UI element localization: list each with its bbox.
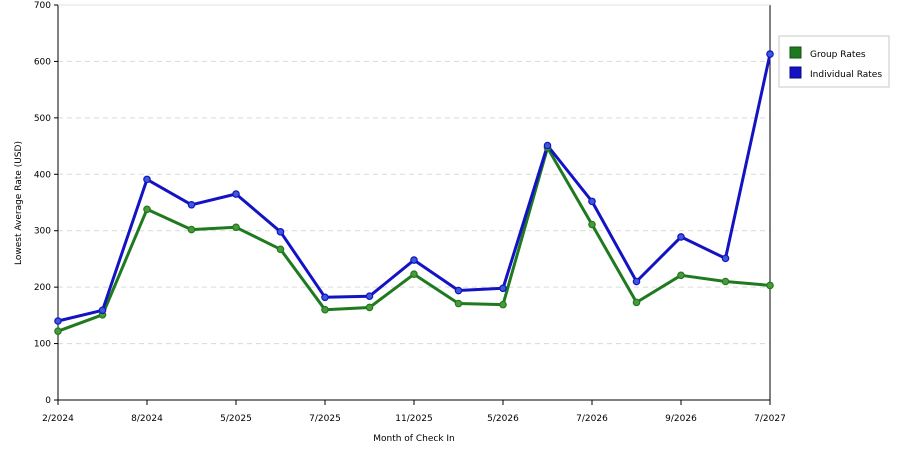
data-point-individual-rates-9: [454, 286, 463, 295]
series-line-individual-rates: [56, 52, 772, 323]
data-point-group-rates-13: [632, 298, 641, 307]
data-point-individual-rates-13: [632, 277, 641, 286]
data-point-group-rates-12: [588, 220, 596, 229]
data-point-group-rates-6: [321, 305, 329, 314]
x-tick-label-7: 9/2026: [665, 414, 697, 424]
y-tick-label-400: 400: [34, 170, 51, 180]
data-point-group-rates-10: [499, 300, 507, 309]
x-tick-label-1: 8/2024: [131, 414, 163, 424]
data-point-individual-rates-10: [499, 284, 507, 293]
data-point-group-rates-4: [232, 223, 240, 232]
y-axis-title: Lowest Average Rate (USD): [14, 141, 24, 265]
data-point-individual-rates-15: [721, 254, 730, 263]
data-point-group-rates-14: [677, 271, 685, 280]
data-point-individual-rates-7: [365, 292, 374, 300]
series-line-group-rates: [56, 146, 772, 333]
data-point-group-rates-7: [365, 303, 374, 312]
data-points: [54, 50, 774, 335]
grid-lines: [58, 60, 770, 345]
x-tick-label-0: 2/2024: [42, 414, 74, 424]
data-point-individual-rates-1: [98, 306, 107, 315]
data-point-group-rates-0: [54, 327, 62, 335]
y-tick-label-700: 700: [34, 1, 51, 11]
data-point-individual-rates-4: [232, 190, 240, 198]
data-point-group-rates-2: [143, 205, 151, 214]
x-axis-title: Month of Check In: [373, 434, 455, 444]
data-point-individual-rates-14: [677, 233, 685, 241]
data-point-individual-rates-2: [143, 175, 151, 184]
data-point-individual-rates-6: [321, 293, 329, 302]
legend-label-individual-rates: Individual Rates: [810, 70, 882, 80]
x-tick-label-6: 7/2026: [576, 414, 608, 424]
y-tick-label-0: 0: [45, 396, 51, 406]
legend-swatch-individual-rates: [789, 66, 802, 79]
x-tick-label-3: 7/2025: [309, 414, 341, 424]
series-lines: [56, 52, 772, 333]
x-tick-label-8: 7/2027: [754, 414, 786, 424]
legend-label-group-rates: Group Rates: [810, 50, 866, 60]
x-tick-label-4: 11/2025: [395, 414, 432, 424]
y-tick-label-500: 500: [34, 114, 51, 124]
data-point-individual-rates-12: [588, 197, 596, 206]
axes: 0 100 200 300 400 500 600 700 2/2024 8/2024 5/2025…: [34, 1, 786, 424]
data-point-group-rates-16: [766, 281, 774, 290]
data-point-individual-rates-16: [766, 50, 774, 58]
data-point-group-rates-8: [410, 270, 418, 278]
data-point-individual-rates-11: [543, 141, 552, 150]
x-tick-label-2: 5/2025: [220, 414, 252, 424]
data-point-group-rates-3: [187, 225, 196, 234]
data-point-group-rates-15: [721, 277, 730, 286]
data-point-group-rates-5: [276, 245, 285, 254]
data-point-individual-rates-0: [54, 317, 62, 325]
y-tick-label-100: 100: [34, 340, 51, 350]
data-point-individual-rates-8: [410, 256, 418, 264]
y-tick-label-600: 600: [34, 57, 51, 67]
y-tick-label-200: 200: [34, 283, 51, 293]
y-tick-label-300: 300: [34, 227, 51, 237]
legend: Group Rates Individual Rates: [778, 35, 890, 88]
data-point-individual-rates-5: [276, 228, 285, 236]
data-point-individual-rates-3: [187, 200, 196, 209]
legend-swatch-group-rates: [789, 46, 802, 59]
data-point-group-rates-9: [454, 299, 463, 308]
x-tick-label-5: 5/2026: [487, 414, 519, 424]
